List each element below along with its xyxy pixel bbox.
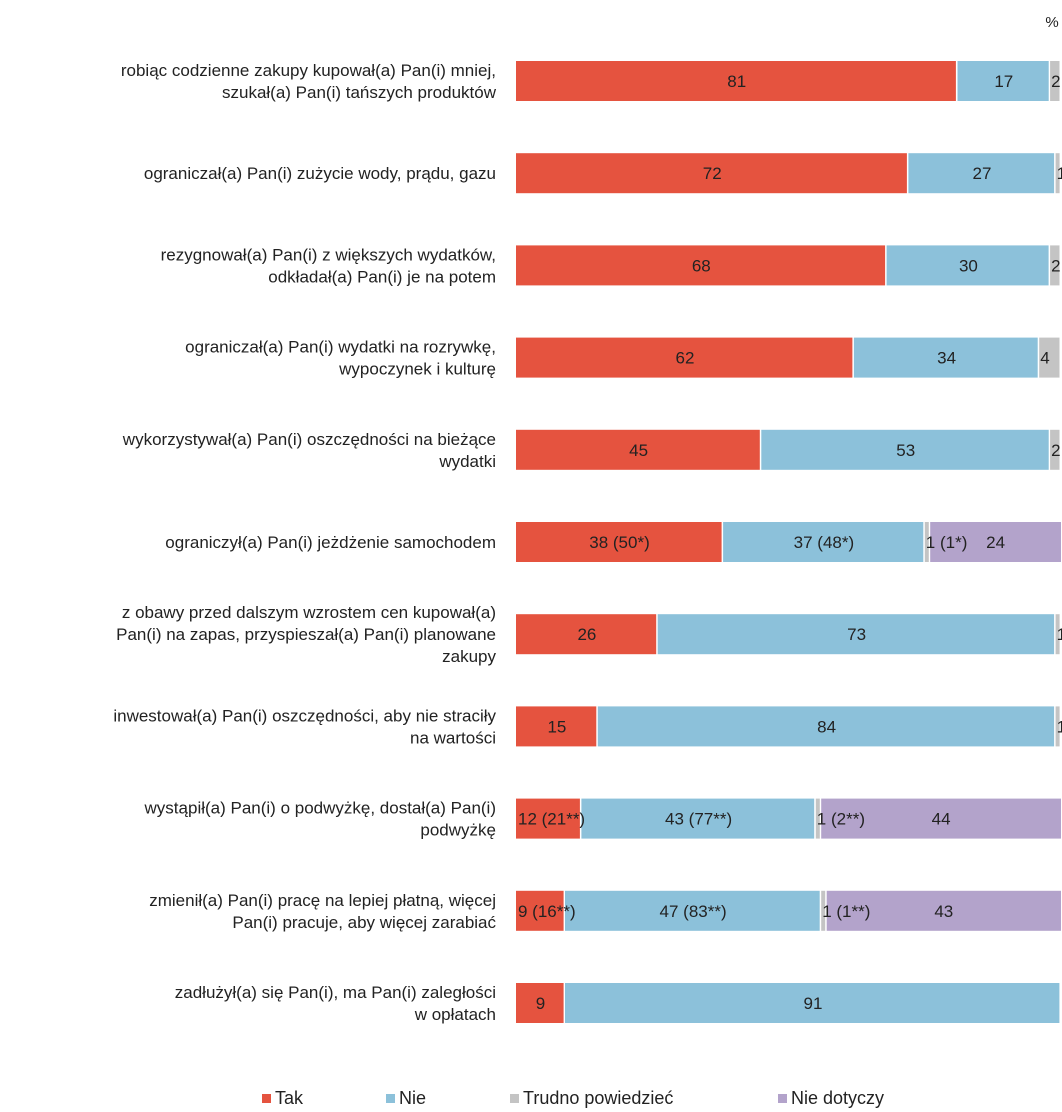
bar-segment <box>930 522 1061 562</box>
value-label: 26 <box>577 625 596 644</box>
legend-label: Nie dotyczy <box>791 1088 885 1108</box>
value-label: 45 <box>629 441 648 460</box>
legend-swatch <box>262 1094 271 1103</box>
bar-segment <box>723 522 924 562</box>
value-label: 30 <box>959 256 978 275</box>
legend-item: Nie <box>386 1088 426 1109</box>
bar-segment <box>565 983 1060 1023</box>
category-label: ograniczał(a) Pan(i) zużycie wody, prądu… <box>144 164 496 183</box>
stacked-bar-chart: % robiąc codzienne zakupy kupował(a) Pan… <box>113 14 1062 1024</box>
value-label: 27 <box>973 164 992 183</box>
category-label: wystąpił(a) Pan(i) o podwyżkę, dostał(a)… <box>144 799 496 840</box>
value-label: 44 <box>932 810 951 829</box>
value-label: 12 (21**) <box>518 810 585 829</box>
bar-segment <box>516 245 886 286</box>
value-label: 9 <box>536 994 545 1013</box>
value-label: 2 <box>1051 72 1060 91</box>
bar-segment <box>516 429 760 470</box>
value-label: 68 <box>692 256 711 275</box>
value-label: 38 (50*) <box>589 533 649 552</box>
bar-segment <box>1055 706 1060 747</box>
bar-segment <box>821 798 1061 839</box>
category-label: wykorzystywał(a) Pan(i) oszczędności na … <box>122 430 496 471</box>
value-label: 4 <box>1040 349 1049 368</box>
value-label: 73 <box>847 625 866 644</box>
bar-segment <box>597 706 1055 747</box>
bar-segment <box>1039 337 1060 378</box>
bar-segment <box>516 983 564 1023</box>
bar-segment <box>761 429 1049 470</box>
legend: Tak Nie Trudno powiedzieć Nie dotyczy <box>0 1088 1062 1112</box>
category-label: ograniczył(a) Pan(i) jeżdżenie samochode… <box>165 533 496 552</box>
category-label: robiąc codzienne zakupy kupował(a) Pan(i… <box>121 61 497 102</box>
bar-segment <box>924 522 929 562</box>
value-label: 24 <box>986 533 1005 552</box>
legend-item: Nie dotyczy <box>778 1088 884 1109</box>
legend-swatch <box>510 1094 519 1103</box>
bar-segment <box>826 890 1061 931</box>
bar-segment <box>516 337 853 378</box>
value-label: 37 (48*) <box>794 533 854 552</box>
bar-segment <box>516 890 564 931</box>
value-label: 2 <box>1051 441 1060 460</box>
legend-item: Tak <box>262 1088 303 1109</box>
category-label: zadłużył(a) się Pan(i), ma Pan(i) zaległ… <box>175 983 496 1024</box>
legend-item: Trudno powiedzieć <box>510 1088 673 1109</box>
bar-segment <box>821 890 826 931</box>
bar-segment <box>1050 429 1060 470</box>
legend-label: Trudno powiedzieć <box>523 1088 674 1108</box>
value-label: 2 <box>1051 256 1060 275</box>
value-label: 1 (1**) <box>822 902 870 921</box>
value-label: 1 <box>1057 717 1062 736</box>
bar-segment <box>957 61 1049 101</box>
category-label: ograniczał(a) Pan(i) wydatki na rozrywkę… <box>185 338 496 379</box>
value-label: 81 <box>727 72 746 91</box>
bar-segment <box>657 614 1055 655</box>
bar-segment <box>516 798 580 839</box>
category-label: z obawy przed dalszym wzrostem cen kupow… <box>116 603 496 666</box>
value-label: 91 <box>804 994 823 1013</box>
value-label: 84 <box>817 717 836 736</box>
legend-swatch <box>386 1094 395 1103</box>
bar-segment <box>581 798 815 839</box>
value-label: 1 (1*) <box>926 533 968 552</box>
legend-label: Tak <box>275 1088 304 1108</box>
value-label: 34 <box>937 349 956 368</box>
value-label: 17 <box>994 72 1013 91</box>
bar-segment <box>853 337 1038 378</box>
value-label: 1 (2**) <box>817 810 865 829</box>
value-label: 1 <box>1057 625 1062 644</box>
category-label: zmienił(a) Pan(i) pracę na lepiej płatną… <box>149 891 496 932</box>
bar-segment <box>516 522 722 562</box>
bar-segment <box>516 61 956 101</box>
value-label: 72 <box>703 164 722 183</box>
bar-segment <box>908 153 1055 194</box>
value-label: 62 <box>676 349 695 368</box>
bar-segment <box>815 798 820 839</box>
unit-label: % <box>1045 14 1058 31</box>
value-label: 47 (83**) <box>660 902 727 921</box>
legend-swatch <box>778 1094 787 1103</box>
bar-segment <box>1050 245 1060 286</box>
value-label: 53 <box>896 441 915 460</box>
legend-label: Nie <box>399 1088 427 1108</box>
bar-segment <box>886 245 1049 286</box>
bar-segment <box>516 153 907 194</box>
bar-segment <box>516 706 597 747</box>
bar-segment <box>1055 153 1060 194</box>
value-label: 9 (16**) <box>518 902 576 921</box>
bar-segment <box>1050 61 1060 101</box>
bar-segment <box>1055 614 1060 655</box>
value-label: 43 <box>934 902 953 921</box>
bar-segment <box>565 890 820 931</box>
bar-segment <box>516 614 657 655</box>
category-label: rezygnował(a) Pan(i) z większych wydatkó… <box>161 245 496 286</box>
value-label: 15 <box>547 717 566 736</box>
value-label: 1 <box>1057 164 1062 183</box>
value-label: 43 (77**) <box>665 810 732 829</box>
category-label: inwestował(a) Pan(i) oszczędności, aby n… <box>113 706 496 747</box>
